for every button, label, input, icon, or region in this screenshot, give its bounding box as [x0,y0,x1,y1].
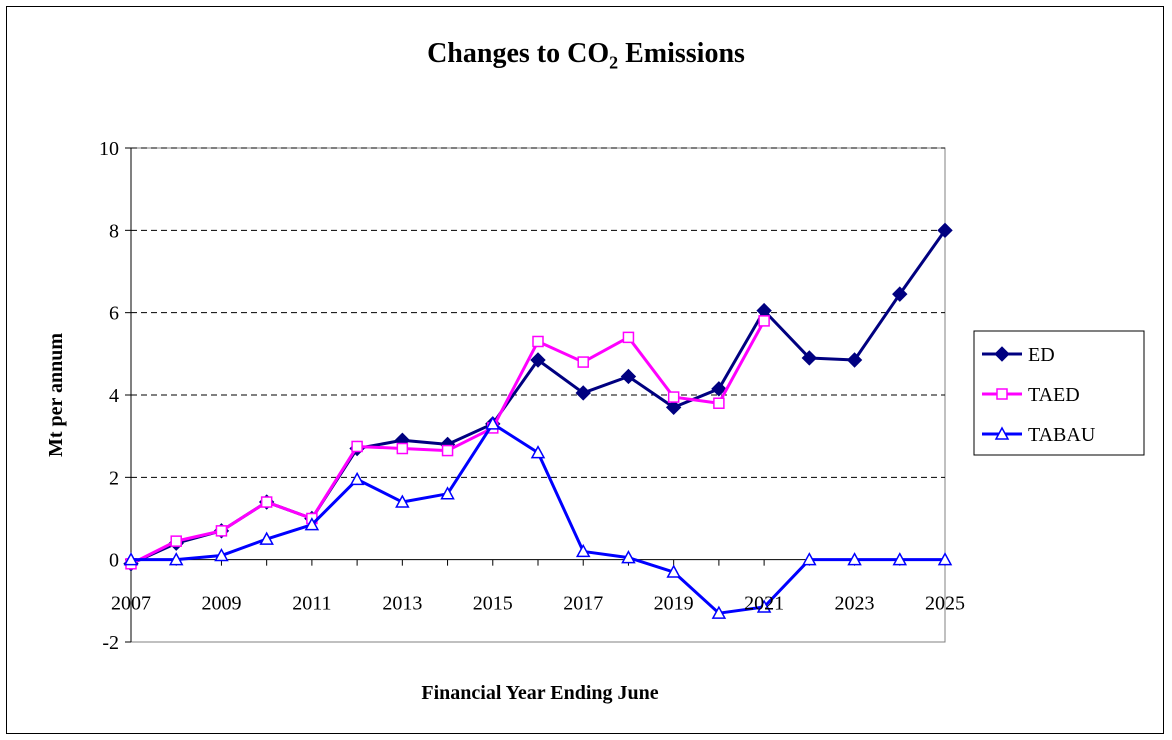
y-tick-label: 10 [99,138,119,160]
x-tick-label: 2021 [744,593,784,615]
data-point-tabau [756,599,772,613]
chart-title-subscript: 2 [609,52,619,73]
data-point-tabau [847,552,862,566]
data-point-ed [711,381,727,397]
chart-title-rest: Emissions [618,38,745,69]
data-point-tabau [892,552,908,566]
data-point-tabau [666,564,681,578]
data-point-taed [215,525,228,537]
y-tick-label: 2 [109,467,119,489]
data-point-tabau [168,552,184,566]
data-point-taed [396,442,409,455]
data-point-taed [667,391,680,403]
data-point-taed [170,535,182,547]
legend-item-taed: TAED [982,384,1080,406]
data-point-tabau [395,494,410,508]
series-layer [123,222,953,619]
chart-title-main: Changes to CO [427,38,610,69]
data-point-tabau [575,543,591,558]
legend-marker-tabau [994,426,1010,440]
series-tabau [123,416,953,619]
legend-item-tabau: TABAU [982,424,1096,446]
y-tick-label: 4 [109,385,119,407]
x-tick-label: 2009 [201,593,241,615]
data-point-tabau [123,552,139,566]
data-point-ed [530,352,546,368]
data-point-tabau [937,552,953,566]
data-point-taed [758,315,770,327]
data-point-tabau [214,547,229,562]
y-tick-label: 6 [109,303,119,325]
chart-title: Changes to CO2 Emissions [0,38,1172,74]
y-tick-label: -2 [102,632,119,654]
data-point-tabau [711,605,727,619]
data-point-tabau [621,550,636,564]
x-tick-label: 2019 [654,593,694,615]
data-point-ed [892,286,908,302]
y-tick-label: 8 [109,220,119,242]
x-tick-label: 2011 [292,593,331,615]
x-axis-title: Financial Year Ending June [421,682,658,704]
data-point-taed [577,356,589,368]
data-point-ed [575,385,591,401]
y-axis-title: Mt per annum [45,333,67,457]
data-point-taed [622,331,635,344]
legend-item-ed: ED [982,344,1055,366]
legend: ED TAED TABAU [973,330,1145,456]
data-point-taed [351,440,363,453]
legend-label-taed: TAED [1028,384,1080,406]
x-tick-label: 2023 [835,593,875,615]
data-point-ed [665,399,682,416]
data-point-ed [937,222,953,239]
data-point-tabau [304,517,320,531]
data-point-tabau [349,471,365,486]
data-point-tabau [485,416,501,430]
legend-marker-taed [996,388,1008,400]
x-tick-label: 2017 [563,593,603,615]
data-point-tabau [802,552,817,566]
data-point-tabau [440,486,455,500]
legend-label-ed: ED [1028,344,1055,366]
x-tick-label: 2015 [473,593,513,615]
legend-label-tabau: TABAU [1028,424,1096,446]
data-point-ed [620,368,637,385]
data-point-taed [441,444,454,457]
data-point-tabau [259,531,274,545]
data-point-ed [846,352,863,368]
x-tick-label: 2025 [925,593,965,615]
data-point-tabau [530,445,546,459]
data-point-ed [801,350,818,366]
x-tick-label: 2013 [382,593,422,615]
x-tick-label: 2007 [111,593,151,615]
y-tick-label: 0 [109,550,119,572]
tick-labels: -2 0 2 4 6 8 10 2007 2009 2011 2013 2015 2017 2019 202… [99,138,965,654]
legend-marker-ed [994,346,1010,362]
data-point-taed [532,335,544,348]
data-point-taed [260,496,273,508]
data-point-taed [713,397,725,409]
